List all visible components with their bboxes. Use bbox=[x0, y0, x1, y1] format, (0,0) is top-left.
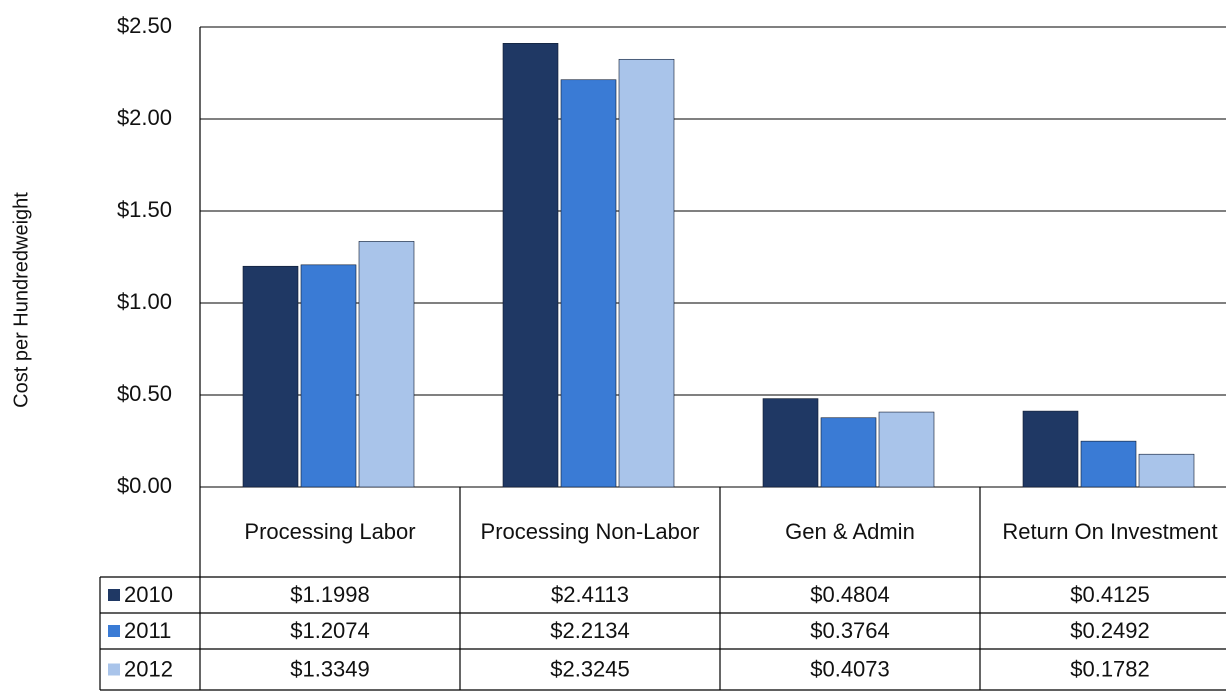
table-value: $2.3245 bbox=[550, 656, 630, 681]
y-axis-title: Cost per Hundredweight bbox=[10, 192, 32, 408]
bar bbox=[358, 241, 415, 488]
bar bbox=[1138, 453, 1195, 488]
y-tick-label: $0.00 bbox=[117, 473, 172, 498]
bar bbox=[1080, 440, 1137, 488]
table-value: $1.1998 bbox=[290, 582, 370, 607]
x-tick-label: Processing Labor bbox=[244, 519, 416, 544]
y-tick-label: $1.00 bbox=[117, 289, 172, 314]
bar bbox=[878, 411, 935, 488]
y-tick-label: $0.50 bbox=[117, 381, 172, 406]
legend-key bbox=[108, 589, 120, 601]
bar bbox=[820, 417, 877, 488]
legend-label: 2011 bbox=[124, 618, 171, 643]
x-tick-label: Processing Non-Labor bbox=[480, 519, 700, 544]
bar bbox=[1022, 410, 1079, 488]
table-value: $1.2074 bbox=[290, 618, 370, 643]
legend-key bbox=[108, 663, 120, 676]
y-tick-label: $2.50 bbox=[117, 13, 172, 38]
bar bbox=[502, 43, 559, 488]
y-tick-label: $2.00 bbox=[117, 105, 172, 130]
x-tick-label: Return On Investment bbox=[1002, 519, 1218, 544]
y-tick-label: $1.50 bbox=[117, 197, 172, 222]
table-value: $1.3349 bbox=[290, 656, 370, 681]
legend-label: 2012 bbox=[124, 656, 173, 681]
bar bbox=[560, 79, 617, 488]
table-value: $0.1782 bbox=[1070, 656, 1150, 681]
x-tick-label: Gen & Admin bbox=[785, 519, 915, 544]
table-value: $0.4804 bbox=[810, 582, 890, 607]
bar bbox=[618, 58, 675, 488]
table-value: $2.2134 bbox=[550, 618, 630, 643]
table-value: $0.3764 bbox=[810, 618, 890, 643]
table-value: $2.4113 bbox=[551, 582, 629, 607]
legend-key bbox=[108, 625, 120, 637]
bar bbox=[300, 264, 357, 488]
legend-label: 2010 bbox=[124, 582, 173, 607]
bar bbox=[242, 265, 299, 488]
table-value: $0.4073 bbox=[810, 656, 890, 681]
bar bbox=[762, 398, 819, 488]
table-value: $0.4125 bbox=[1070, 582, 1150, 607]
table-value: $0.2492 bbox=[1070, 618, 1150, 643]
